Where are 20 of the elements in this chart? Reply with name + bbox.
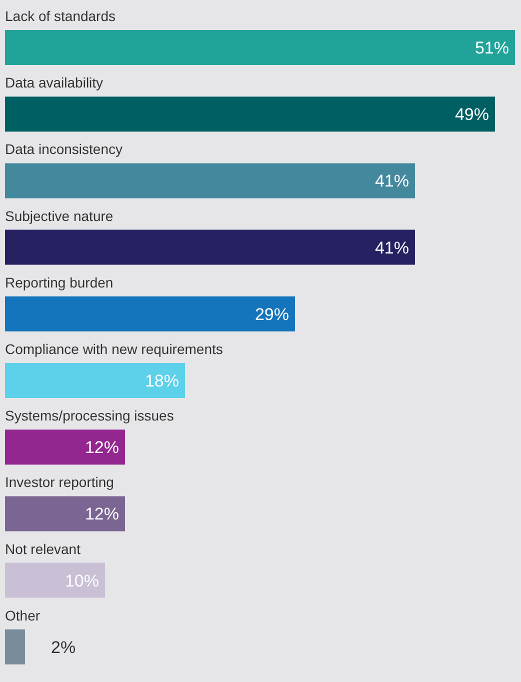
y-tick-label: Subjective nature [5, 208, 114, 224]
y-tick-label: Data inconsistency [5, 141, 123, 158]
data-label: 49% [454, 105, 489, 124]
data-label: 41% [374, 172, 409, 191]
y-tick-label: Compliance with new requirements [5, 341, 223, 357]
y-tick-label: Lack of standards [5, 8, 116, 24]
y-tick-label: Not relevant [5, 540, 81, 557]
y-tick-label: Data availability [5, 74, 104, 91]
data-label: 29% [254, 304, 289, 324]
y-tick-label: Reporting burden [5, 274, 114, 290]
data-label: 41% [374, 238, 409, 258]
y-tick-label: Other [5, 607, 40, 624]
y-tick-label: Systems/processing issues [5, 408, 174, 424]
data-label: 18% [144, 372, 179, 390]
data-label: 12% [84, 504, 119, 524]
data-label: 12% [84, 438, 119, 458]
data-label: 51% [474, 38, 509, 58]
data-label: 10% [64, 571, 99, 590]
y-tick-label: Investor reporting [5, 474, 114, 490]
data-label: 2% [51, 638, 76, 657]
